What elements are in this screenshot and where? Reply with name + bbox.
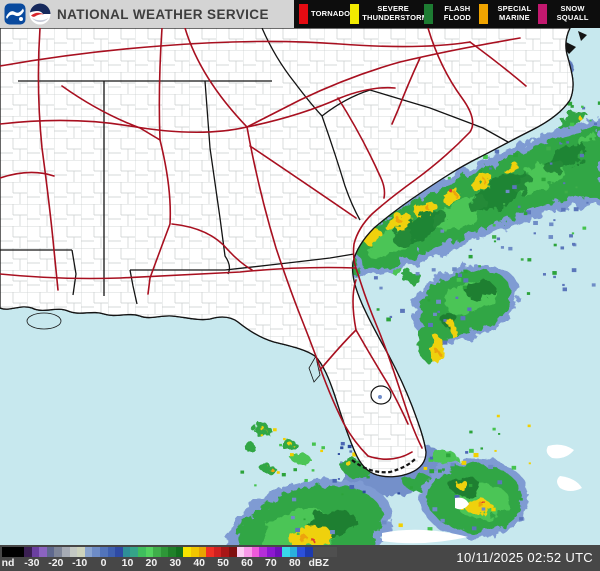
- logo-group: [0, 3, 51, 25]
- radar-map: [0, 28, 600, 545]
- echo-atlantic-fl: [390, 264, 520, 363]
- legend-item-severe-thunderstorm: SEVERE THUNDERSTORM: [350, 4, 429, 24]
- florida-keys: [351, 457, 417, 474]
- tampa-bay: [308, 354, 321, 383]
- header-bar: NATIONAL WEATHER SERVICE TORNADO SEVERE …: [0, 0, 600, 28]
- dbz-tick-labels: nd -30 -20 -10 0 10 20 30 40 50 60 70 80 dBZ: [1, 557, 329, 569]
- tornado-swatch: [299, 4, 308, 24]
- severe-thunderstorm-label: SEVERE THUNDERSTORM: [362, 4, 429, 22]
- echo-intense-dots: [396, 178, 487, 224]
- bahamas-banks: [382, 444, 582, 544]
- snow-squall-swatch: [538, 4, 548, 24]
- nws-logo-icon: [4, 3, 26, 25]
- legend-item-flash-flood: FLASH FLOOD: [424, 4, 478, 24]
- snow-squall-label: SNOW SQUALL: [556, 4, 589, 22]
- flash-flood-label: FLASH FLOOD: [443, 4, 472, 22]
- echo-band-coastal-green: [334, 117, 600, 276]
- noaa-logo-icon: [29, 3, 51, 25]
- special-marine-swatch: [478, 4, 488, 24]
- special-marine-label: SPECIAL MARINE: [497, 4, 532, 22]
- legend-item-snow-squall: SNOW SQUALL: [538, 4, 595, 24]
- echo-east-miami: [420, 458, 530, 538]
- legend-item-tornado: TORNADO: [299, 4, 350, 24]
- tornado-label: TORNADO: [311, 8, 351, 18]
- highways: [0, 28, 527, 460]
- state-borders: [0, 28, 509, 305]
- lake-okeechobee: [370, 385, 392, 405]
- lake-pontchartrain: [26, 312, 62, 330]
- warning-legend: TORNADO SEVERE THUNDERSTORM FLASH FLOOD …: [294, 0, 600, 28]
- radar-echoes: [227, 62, 600, 545]
- page-title: NATIONAL WEATHER SERVICE: [57, 6, 269, 22]
- flash-flood-swatch: [424, 4, 434, 24]
- echo-offshore-nc: [557, 111, 598, 146]
- echo-southwest-gulf: [227, 479, 393, 545]
- severe-thunderstorm-swatch: [350, 4, 360, 24]
- status-bar: nd -30 -20 -10 0 10 20 30 40 50 60 70 80 dBZ 10/11/20…: [0, 545, 600, 571]
- dbz-colorbar: [2, 547, 337, 557]
- legend-item-special-marine: SPECIAL MARINE: [478, 4, 539, 24]
- radar-map-canvas: [0, 28, 600, 545]
- timestamp: 10/11/2025 02:52 UTC: [456, 550, 593, 565]
